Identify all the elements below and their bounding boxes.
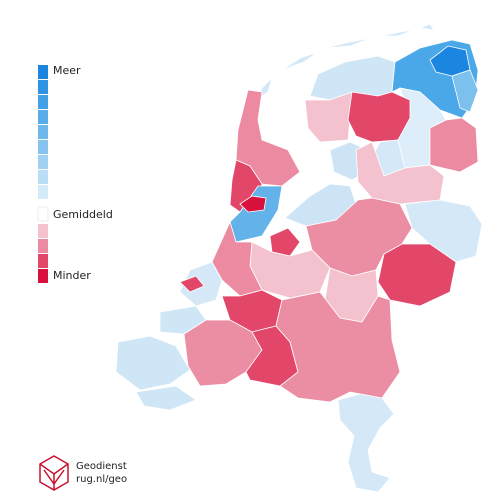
region	[269, 227, 301, 257]
region	[429, 117, 479, 173]
region	[451, 69, 479, 113]
logo-text: rug.nl/geo	[76, 474, 127, 485]
region	[377, 243, 457, 307]
legend-swatch	[38, 224, 48, 238]
legend-swatch	[38, 155, 48, 169]
region	[304, 91, 353, 143]
legend-swatch	[38, 95, 48, 109]
region	[235, 89, 301, 187]
region	[347, 91, 411, 143]
logo-icon	[39, 455, 69, 491]
region	[179, 275, 205, 293]
islands	[254, 23, 435, 102]
legend-swatch	[38, 65, 48, 79]
legend: Meer Gemiddeld Minder	[37, 64, 113, 283]
region	[404, 199, 483, 263]
region	[229, 185, 283, 243]
legend-swatch	[38, 80, 48, 94]
legend-swatch	[38, 170, 48, 184]
map	[115, 23, 483, 493]
legend-swatch	[38, 125, 48, 139]
region	[239, 195, 267, 213]
legend-label: Minder	[53, 269, 91, 282]
region	[337, 393, 395, 493]
region	[355, 141, 445, 205]
legend-swatch	[38, 269, 48, 283]
legend-label: Meer	[53, 64, 81, 77]
logo-text: Geodienst	[76, 461, 127, 472]
legend-swatch	[38, 110, 48, 124]
logo: Geodienst rug.nl/geo	[39, 455, 127, 491]
legend-swatch	[38, 254, 48, 268]
legend-swatch	[38, 239, 48, 253]
legend-swatch	[37, 206, 49, 222]
legend-label: Gemiddeld	[53, 208, 113, 221]
legend-swatch	[38, 185, 48, 199]
legend-swatch	[38, 140, 48, 154]
